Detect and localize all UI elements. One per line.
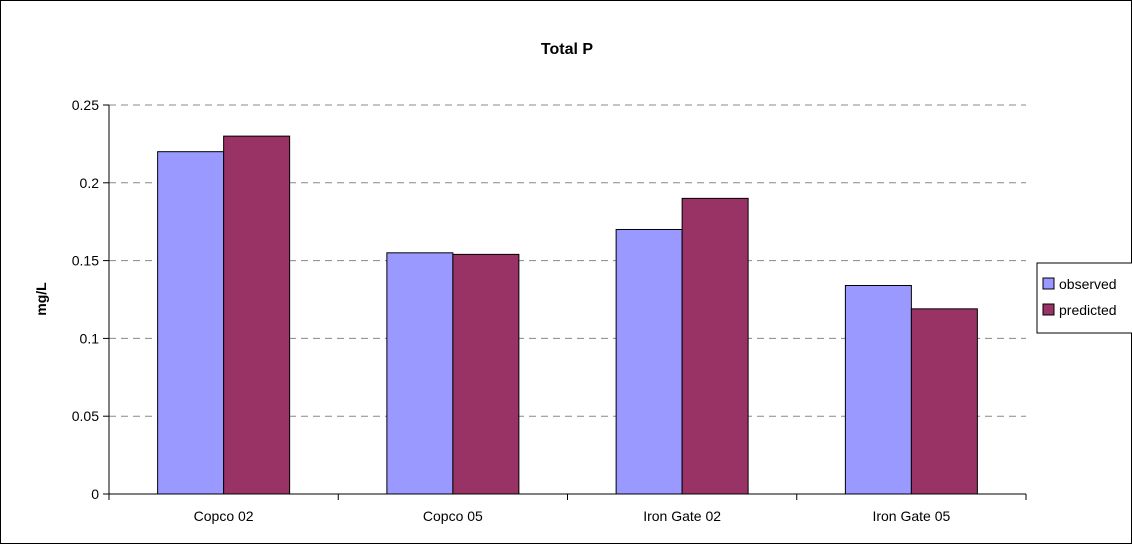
legend-label-predicted: predicted xyxy=(1059,302,1117,318)
y-tick-label: 0 xyxy=(91,486,99,502)
chart-title: Total P xyxy=(541,41,593,58)
bars xyxy=(157,135,978,495)
y-tick-label: 0.1 xyxy=(80,330,100,346)
legend-box xyxy=(1036,262,1132,334)
legend-swatch-observed xyxy=(1042,277,1055,290)
legend-swatch-predicted xyxy=(1042,303,1055,316)
gridlines xyxy=(109,104,1026,417)
bar-predicted xyxy=(452,253,520,495)
x-tick-label: Copco 05 xyxy=(423,508,483,524)
bar-observed xyxy=(615,228,683,495)
bar-observed xyxy=(386,252,454,495)
y-tick-label: 0.25 xyxy=(72,97,99,113)
bar-predicted xyxy=(910,308,978,495)
x-tick-label: Iron Gate 05 xyxy=(872,508,950,524)
bar-predicted xyxy=(223,135,291,495)
x-tick-label: Iron Gate 02 xyxy=(643,508,721,524)
y-tick-label: 0.2 xyxy=(80,175,100,191)
axes: 0 0.05 0.1 0.15 0.2 0.25 Copco 02 Copco 05 Iron … xyxy=(72,97,1027,524)
legend-label-observed: observed xyxy=(1059,276,1117,292)
bar-predicted xyxy=(681,197,749,495)
bar-observed xyxy=(157,151,225,495)
y-axis-label: mg/L xyxy=(33,282,49,316)
y-tick-label: 0.05 xyxy=(72,408,99,424)
bar-observed xyxy=(844,284,912,495)
x-tick-label: Copco 02 xyxy=(194,508,254,524)
legend: observed predicted xyxy=(1036,262,1132,334)
y-tick-label: 0.15 xyxy=(72,253,99,269)
